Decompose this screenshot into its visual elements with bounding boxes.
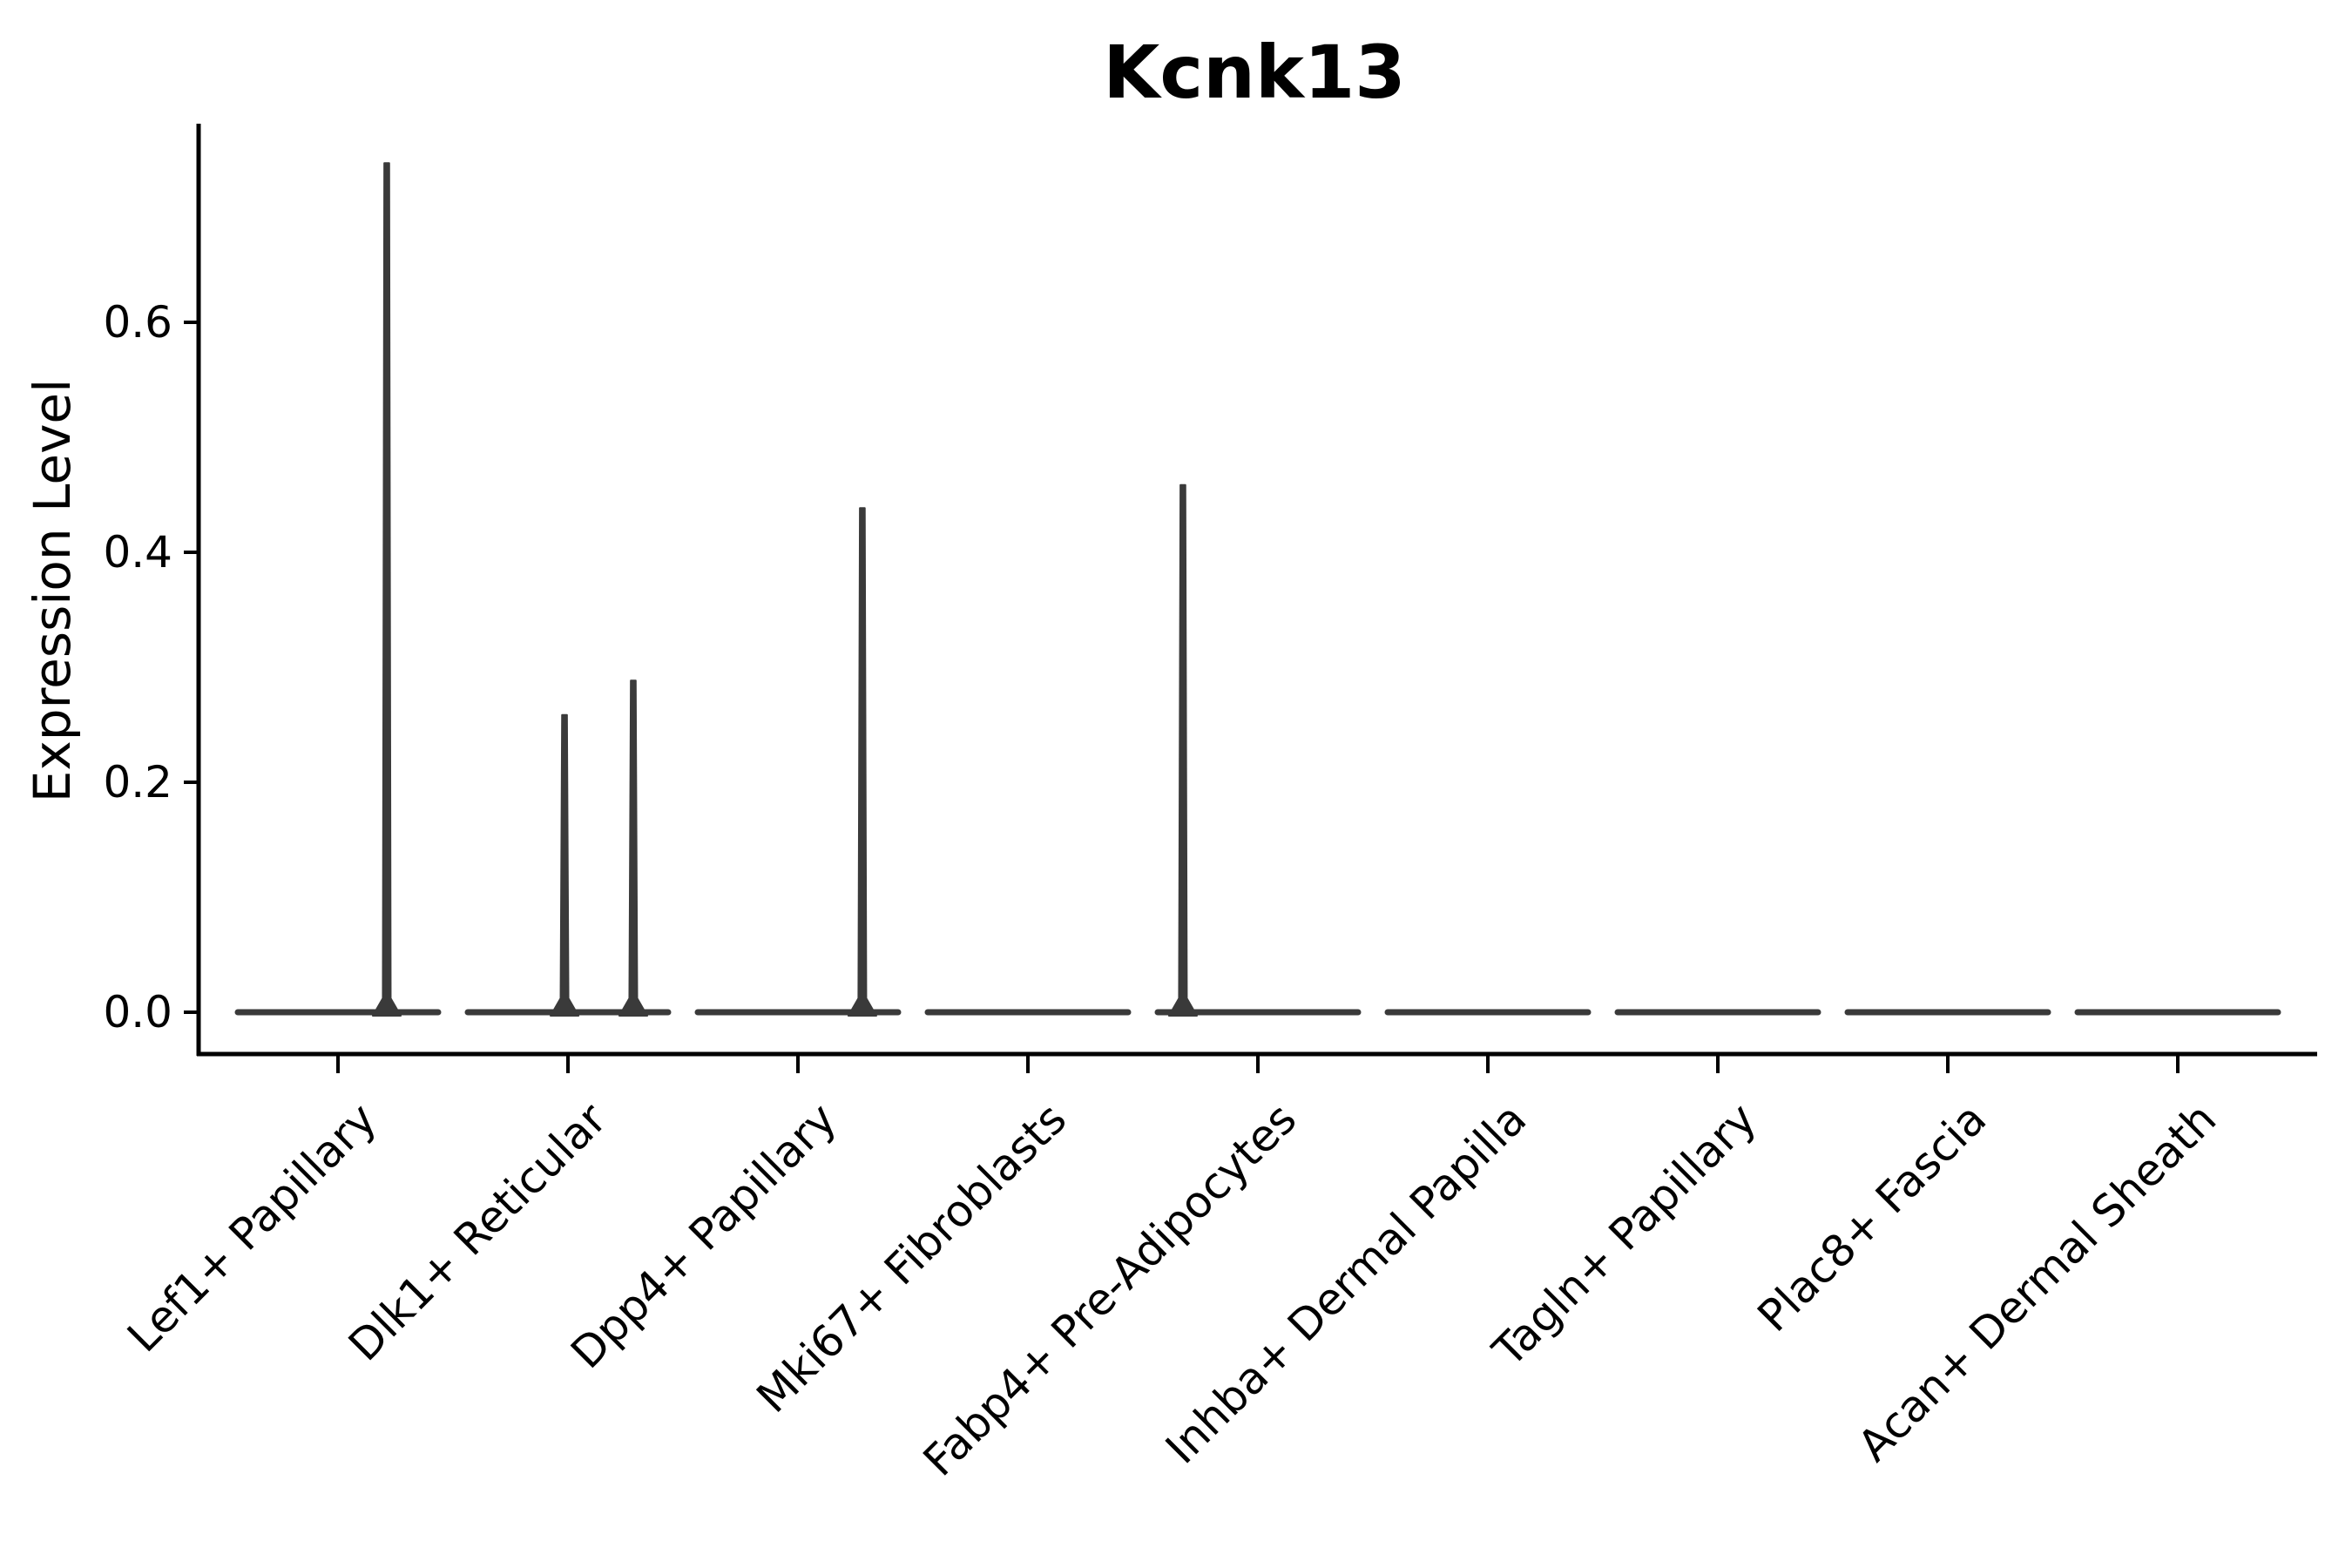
- violin-spike: [847, 507, 877, 1017]
- violin-spike: [371, 162, 402, 1017]
- violin-spike: [1167, 483, 1198, 1017]
- y-tick-label: 0.2: [103, 757, 172, 808]
- violin-spike: [550, 713, 580, 1017]
- y-tick-label: 0.6: [103, 297, 172, 348]
- chart-title: Kcnk13: [1103, 30, 1406, 115]
- y-tick-label: 0.4: [103, 527, 172, 578]
- violin-spike: [618, 679, 648, 1017]
- y-tick-label: 0.0: [103, 987, 172, 1037]
